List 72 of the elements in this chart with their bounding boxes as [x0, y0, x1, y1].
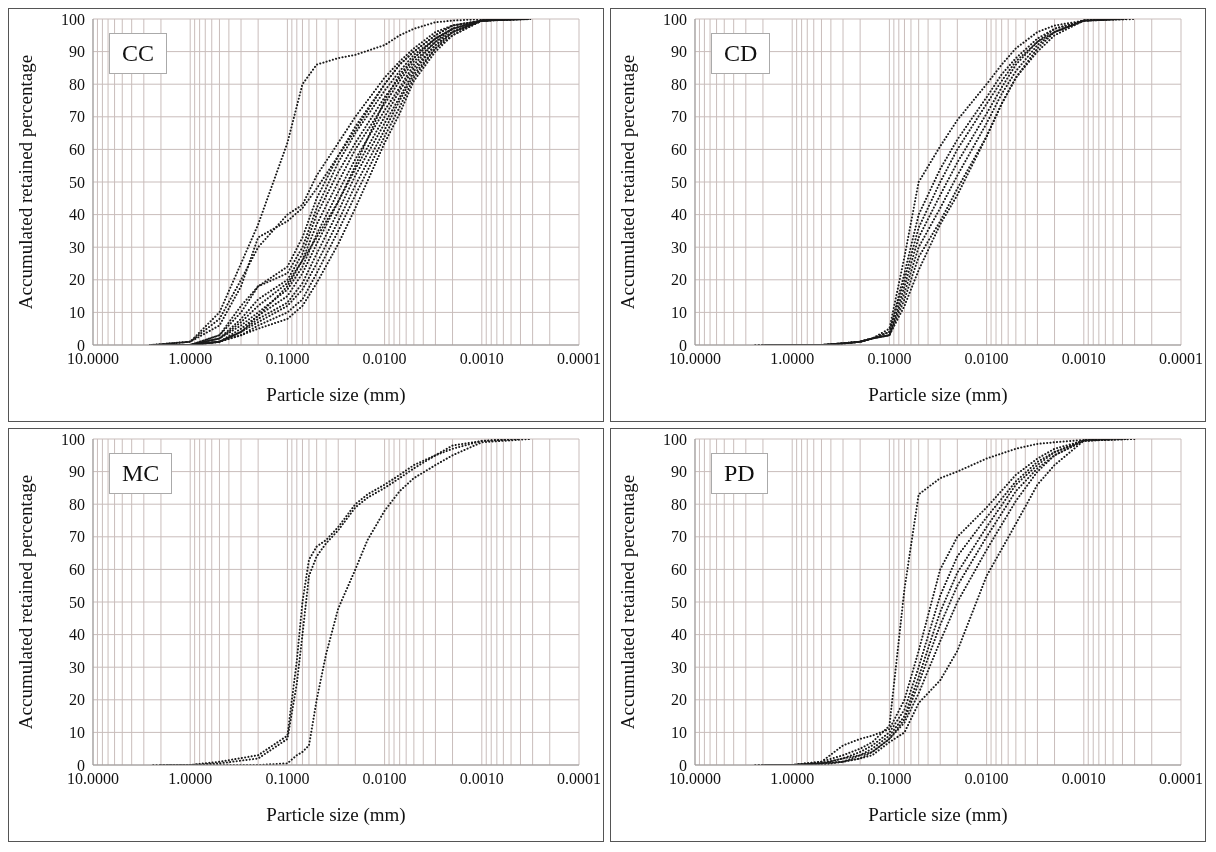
y-tick-label: 20 — [69, 691, 85, 709]
x-axis-title: Particle size (mm) — [868, 384, 1008, 406]
y-tick-label: 50 — [671, 173, 687, 191]
x-tick-label: 1.0000 — [770, 350, 815, 368]
y-tick-label: 90 — [69, 43, 85, 61]
y-tick-label: 80 — [671, 75, 687, 93]
text: CC — [109, 33, 168, 74]
x-tick-label: 0.0010 — [459, 770, 504, 788]
y-tick-label: 100 — [663, 10, 687, 28]
x-axis-title: Particle size (mm) — [266, 804, 406, 826]
y-tick-label: 10 — [69, 724, 85, 742]
y-tick-label: 60 — [69, 561, 85, 579]
y-tick-label: 20 — [69, 271, 85, 289]
y-tick-label: 100 — [61, 10, 85, 28]
y-axis-title: Accumulated retained percentage — [616, 474, 638, 730]
x-tick-label: 0.0001 — [1159, 770, 1203, 788]
y-tick-label: 60 — [69, 141, 85, 159]
x-tick-label: 0.0001 — [557, 770, 601, 788]
y-tick-label: 40 — [69, 206, 85, 224]
text: PD — [711, 453, 768, 494]
y-tick-label: 90 — [671, 43, 687, 61]
x-tick-label: 0.0010 — [1061, 350, 1106, 368]
x-tick-label: 1.0000 — [168, 770, 213, 788]
y-tick-label: 60 — [671, 561, 687, 579]
y-axis-title: Accumulated retained percentage — [14, 474, 36, 730]
y-tick-label: 20 — [671, 271, 687, 289]
x-tick-label: 0.0100 — [362, 350, 407, 368]
x-tick-label: 0.1000 — [265, 350, 310, 368]
x-tick-label: 1.0000 — [770, 770, 815, 788]
y-tick-label: 70 — [69, 528, 85, 546]
y-tick-label: 40 — [671, 206, 687, 224]
y-tick-label: 70 — [671, 528, 687, 546]
text: MC — [109, 453, 173, 494]
x-tick-label: 1.0000 — [168, 350, 213, 368]
y-tick-label: 100 — [663, 430, 687, 448]
text: CD — [711, 33, 771, 74]
y-tick-label: 50 — [671, 593, 687, 611]
y-tick-label: 10 — [671, 304, 687, 322]
y-tick-label: 100 — [61, 430, 85, 448]
y-tick-label: 70 — [671, 108, 687, 126]
x-axis-title: Particle size (mm) — [266, 384, 406, 406]
x-tick-label: 0.1000 — [867, 770, 912, 788]
y-tick-label: 30 — [69, 658, 85, 676]
y-tick-label: 50 — [69, 173, 85, 191]
y-axis-title: Accumulated retained percentage — [616, 54, 638, 310]
x-tick-label: 0.0001 — [1159, 350, 1203, 368]
y-tick-label: 50 — [69, 593, 85, 611]
y-tick-label: 90 — [671, 463, 687, 481]
x-axis-title: Particle size (mm) — [868, 804, 1008, 826]
y-tick-label: 30 — [69, 238, 85, 256]
y-tick-label: 30 — [671, 658, 687, 676]
y-tick-label: 70 — [69, 108, 85, 126]
x-tick-label: 0.0010 — [1061, 770, 1106, 788]
x-tick-label: 0.1000 — [265, 770, 310, 788]
y-tick-label: 60 — [671, 141, 687, 159]
y-tick-label: 40 — [69, 626, 85, 644]
y-tick-label: 40 — [671, 626, 687, 644]
y-axis-title: Accumulated retained percentage — [14, 54, 36, 310]
x-tick-label: 0.0010 — [459, 350, 504, 368]
x-tick-label: 0.0100 — [964, 350, 1009, 368]
y-tick-label: 20 — [671, 691, 687, 709]
y-tick-label: 90 — [69, 463, 85, 481]
y-tick-label: 80 — [69, 495, 85, 513]
y-tick-label: 10 — [69, 304, 85, 322]
y-tick-label: 10 — [671, 724, 687, 742]
y-tick-label: 80 — [69, 75, 85, 93]
x-tick-label: 0.0100 — [362, 770, 407, 788]
x-tick-label: 0.0100 — [964, 770, 1009, 788]
x-tick-label: 0.0001 — [557, 350, 601, 368]
y-tick-label: 80 — [671, 495, 687, 513]
x-tick-label: 0.1000 — [867, 350, 912, 368]
y-tick-label: 30 — [671, 238, 687, 256]
